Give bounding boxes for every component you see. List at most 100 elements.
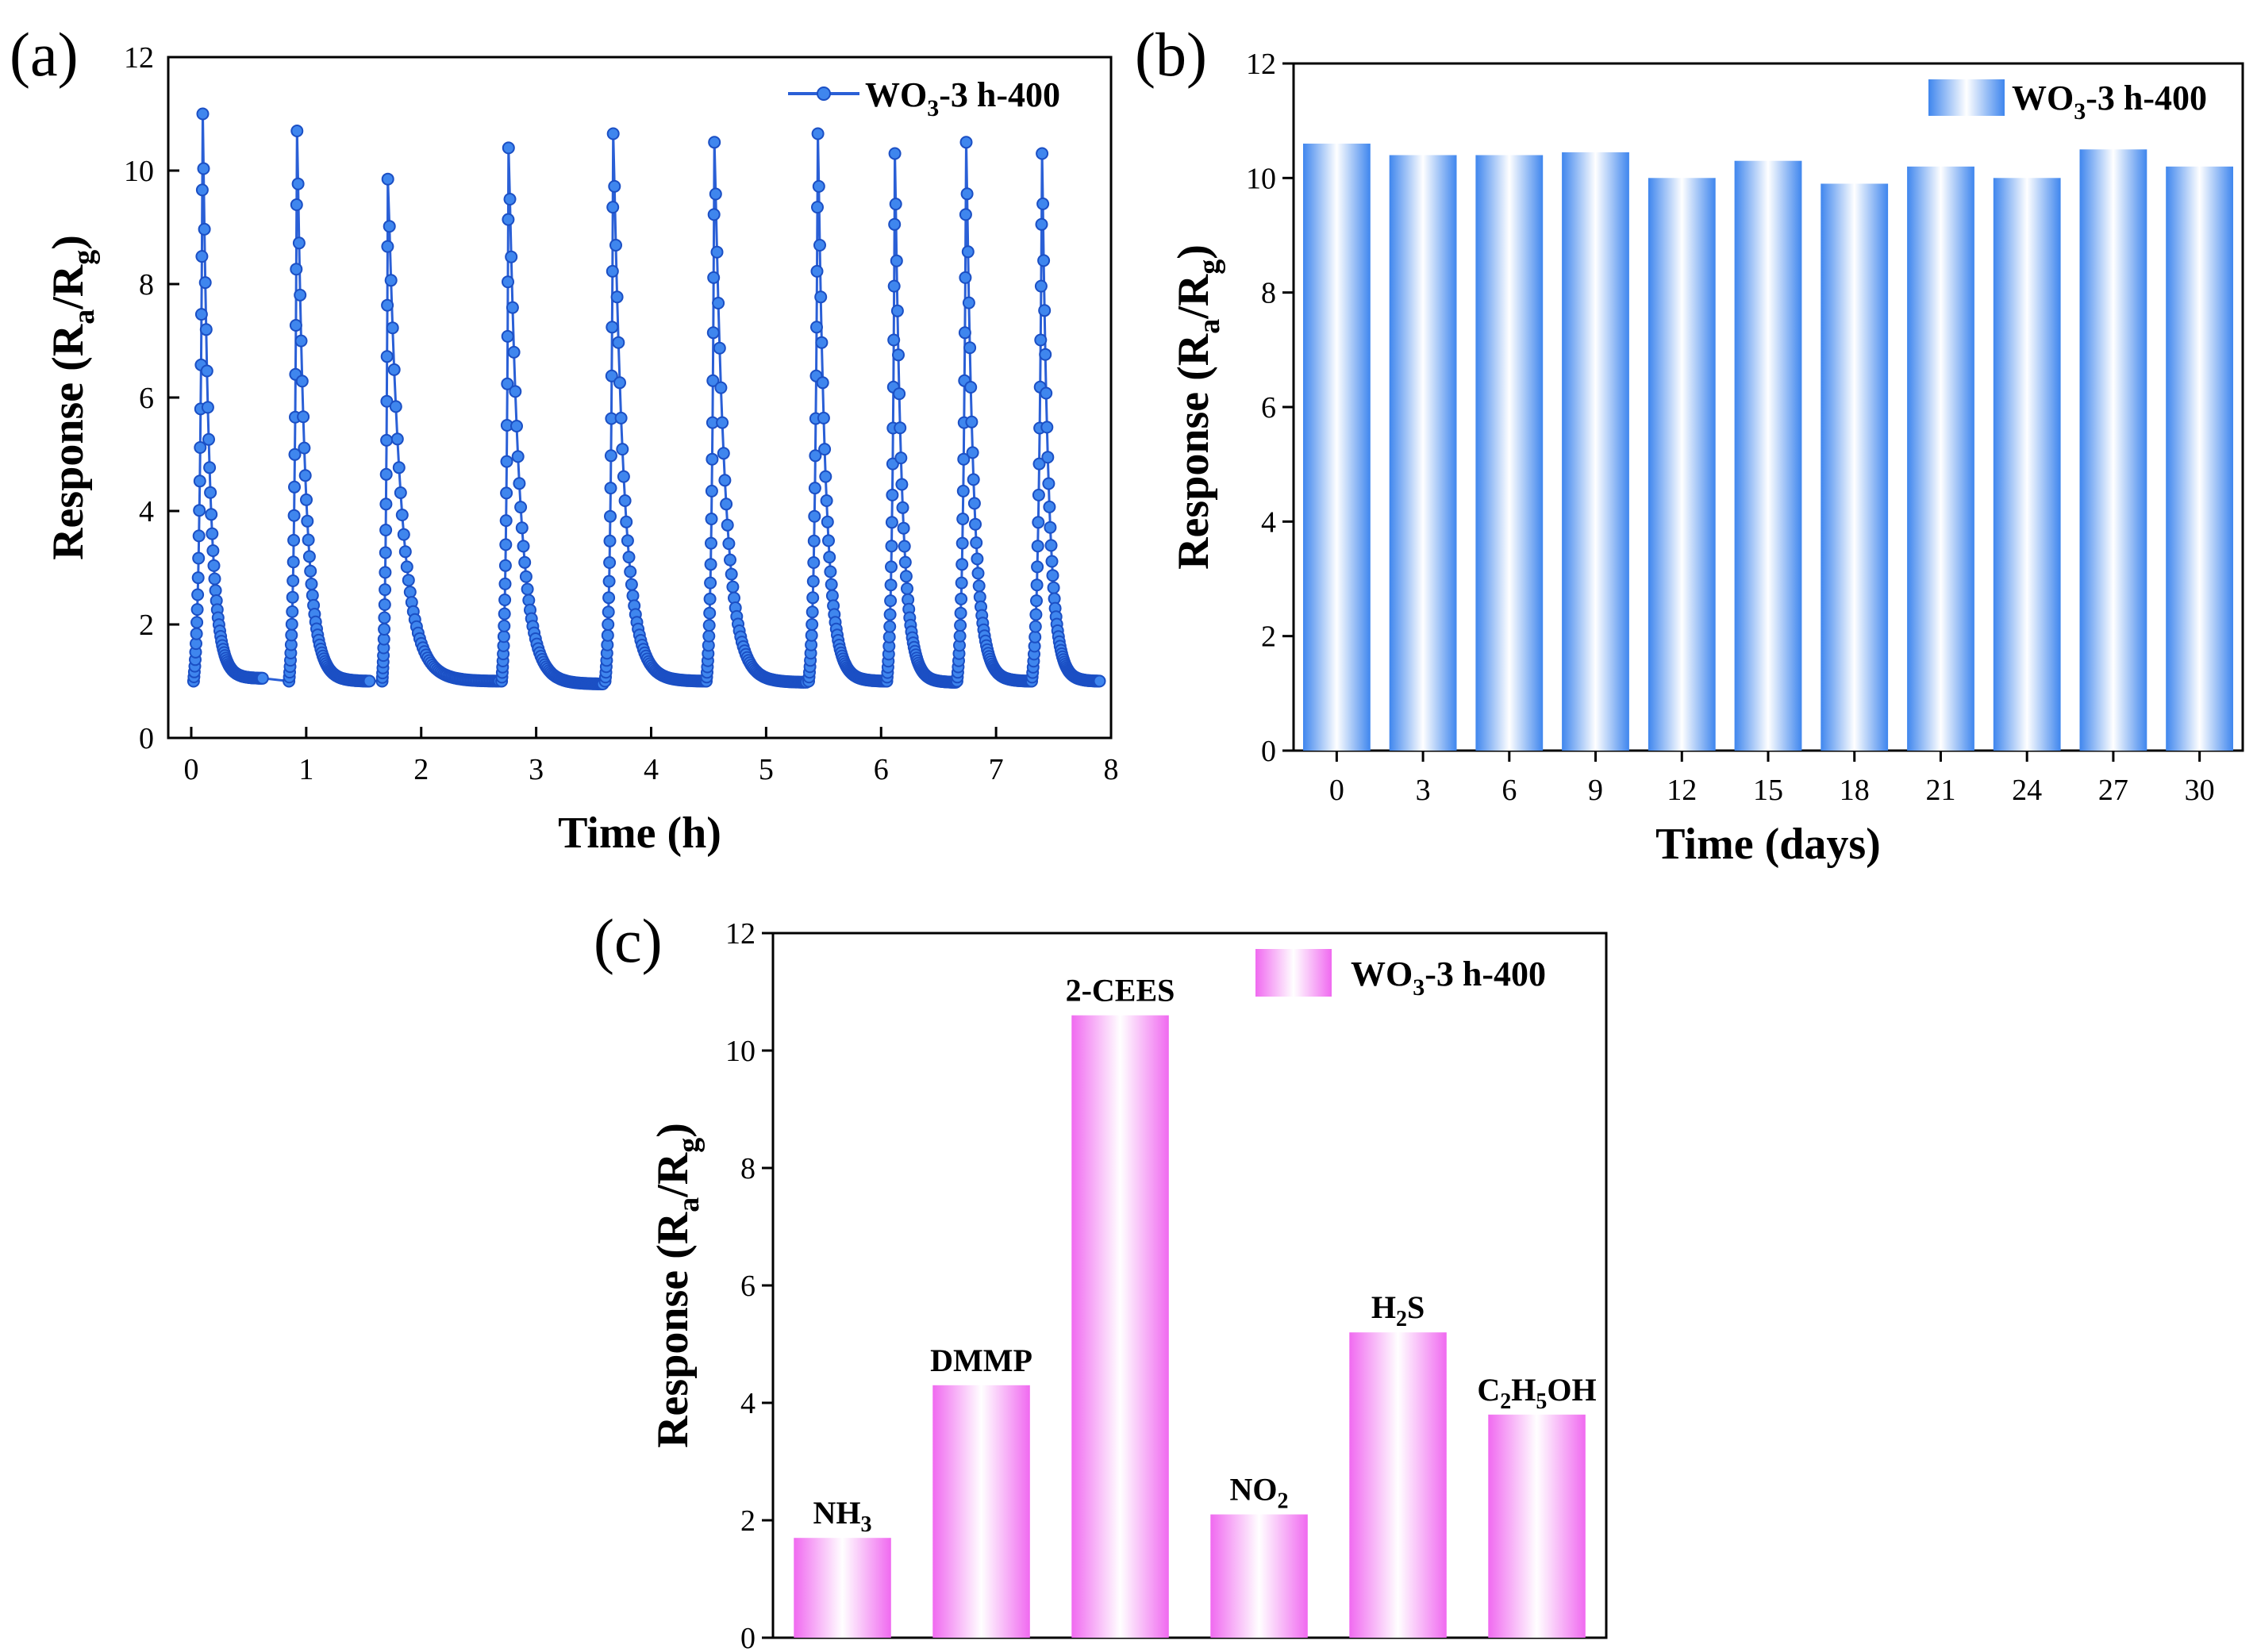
panel-a-data-point <box>602 605 615 619</box>
panel-a-data-point <box>514 501 528 514</box>
panel-a-data-point <box>206 544 220 557</box>
panel-a-data-point <box>625 578 638 591</box>
panel-b-xtick-label: 24 <box>2012 774 2042 807</box>
panel-a-xtick-label: 4 <box>644 753 659 786</box>
panel-a-data-point <box>894 451 908 465</box>
panel-a-data-point <box>604 482 617 495</box>
panel-a-data-point <box>384 274 398 287</box>
panel-a-data-point <box>704 558 717 571</box>
panel-a-xtick-label: 3 <box>529 753 544 786</box>
panel-a-data-point <box>499 514 513 528</box>
panel-b-bar <box>2166 166 2233 751</box>
panel-c-ytick-label: 8 <box>740 1152 756 1185</box>
panel-a-data-point <box>205 508 218 521</box>
panel-a-label: (a) <box>10 20 79 89</box>
panel-a-data-point <box>960 187 974 201</box>
panel-a-data-point <box>901 582 913 595</box>
panel-a-data-point <box>718 474 732 487</box>
panel-a-data-point <box>885 560 898 574</box>
panel-a-data-point <box>890 254 903 267</box>
panel-c-bar <box>1071 1015 1169 1638</box>
panel-c-bar-label: 2-CEES <box>1066 973 1175 1008</box>
panel-a-data-point <box>820 494 833 507</box>
panel-a-data-point <box>1031 540 1044 553</box>
panel-a-data-point <box>1036 147 1049 160</box>
panel-a-data-point <box>398 545 412 559</box>
panel-a-ytick-label: 10 <box>124 155 154 188</box>
panel-a-data-point <box>286 590 299 604</box>
panel-c-ytick-label: 12 <box>725 917 756 951</box>
panel-a-data-point <box>400 560 413 574</box>
panel-c-legend-text: WO3-3 h-400 <box>1351 955 1546 1001</box>
panel-a-data-point <box>300 493 313 506</box>
panel-a-data-point <box>1046 569 1059 582</box>
panel-a-data-point <box>954 619 967 632</box>
panel-a-data-point <box>1030 594 1043 608</box>
panel-a-data-point <box>198 222 211 236</box>
panel-c-ylabel: Response (Ra/Rg) <box>648 1123 706 1448</box>
panel-a-data-point <box>381 240 394 253</box>
panel-a-data-point <box>819 470 832 483</box>
panel-b-bar <box>1648 178 1716 751</box>
panel-a-data-point <box>500 486 513 500</box>
panel-b-bar <box>2079 149 2147 751</box>
panel-c-bars <box>794 1015 1586 1638</box>
panel-a-data-point <box>380 394 394 408</box>
panel-a-data-point <box>816 376 829 390</box>
panel-a-xtick-label: 1 <box>298 753 313 786</box>
panel-a-data-point <box>294 334 308 348</box>
panel-a-data-point <box>1034 333 1048 347</box>
panel-a-data-point <box>1047 581 1060 594</box>
panel-a-data-point <box>202 432 215 446</box>
panel-a-ytick-label: 8 <box>139 268 154 302</box>
panel-a-data-point <box>190 603 204 617</box>
panel-a-data-point <box>966 446 979 459</box>
panel-c-ytick-label: 2 <box>740 1504 756 1538</box>
panel-a-data-point <box>617 470 630 483</box>
panel-b-legend-swatch <box>1928 79 2005 116</box>
panel-a-data-point <box>1045 555 1059 568</box>
panel-a-data-point <box>958 326 971 340</box>
panel-a-data-point <box>383 220 396 233</box>
panel-a-data-point <box>618 494 632 507</box>
panel-a-data-point <box>503 193 517 206</box>
panel-a-data-point <box>716 416 729 429</box>
panel-a-data-point <box>287 509 301 522</box>
panel-a-data-point <box>200 364 213 378</box>
panel-a-data-point <box>812 179 825 193</box>
panel-b-ytick-label: 6 <box>1261 391 1276 425</box>
panel-a-data-point <box>817 411 830 425</box>
panel-a-data-point <box>606 201 620 214</box>
panel-a-data-point <box>965 415 979 428</box>
panel-a-data-point <box>612 336 625 349</box>
panel-a-data-point <box>959 208 972 221</box>
panel-a-ytick-label: 2 <box>139 609 154 642</box>
panel-a-data-point <box>198 276 212 290</box>
panel-a-data-point <box>892 348 905 362</box>
panel-a-ytick-label: 12 <box>124 41 154 75</box>
panel-a-data-point <box>708 136 721 149</box>
panel-a-data-point <box>203 461 217 474</box>
panel-a-data-point <box>890 304 904 317</box>
panel-a-data-point <box>497 630 510 644</box>
panel-b-legend: WO3-3 h-400 <box>1928 79 2207 125</box>
panel-a-data-point <box>511 450 525 463</box>
panel-a-data-point <box>1030 578 1044 592</box>
panel-a-data-point <box>191 588 205 601</box>
panel-a-data-point <box>810 321 823 334</box>
panel-a-data-point <box>199 323 213 336</box>
panel-c-bar <box>932 1385 1030 1638</box>
panel-a-data-point <box>197 162 210 175</box>
panel-a-data-point <box>498 559 512 572</box>
panel-a-data-point <box>822 534 835 547</box>
panel-a-data-point <box>806 591 820 605</box>
panel-a-data-point <box>811 127 825 140</box>
panel-a-data-point <box>956 513 970 525</box>
panel-a-data-point <box>713 341 726 355</box>
panel-a-data-point <box>815 336 829 349</box>
panel-a-data-point <box>193 504 206 517</box>
panel-a-data-point <box>614 411 628 425</box>
panel-a-data-point <box>899 570 913 583</box>
